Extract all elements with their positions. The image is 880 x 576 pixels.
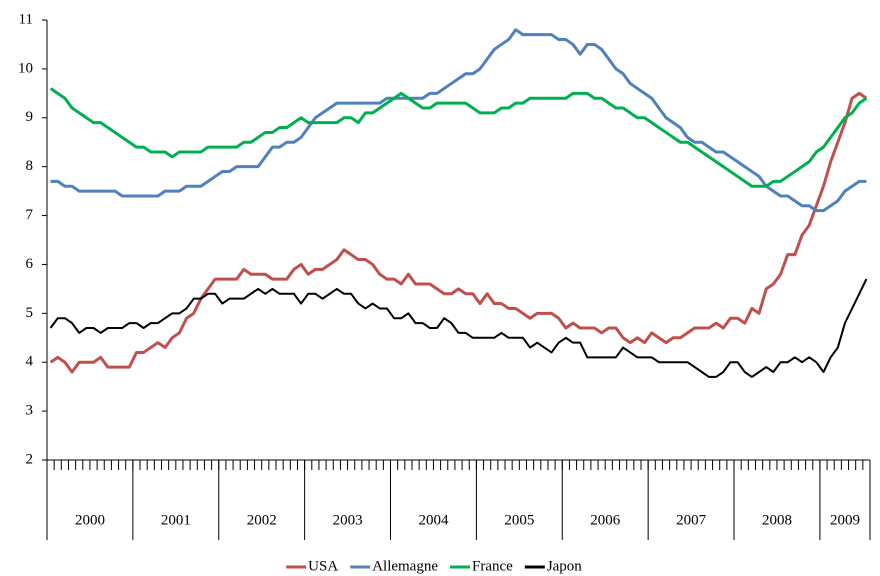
- y-tick-label: 8: [26, 158, 34, 174]
- year-label: 2002: [247, 512, 277, 528]
- y-tick-label: 7: [26, 207, 34, 223]
- y-tick-label: 10: [18, 60, 33, 76]
- y-tick-label: 5: [26, 305, 34, 321]
- year-label: 2005: [504, 512, 534, 528]
- year-label: 2004: [418, 512, 449, 528]
- legend-label: USA: [308, 558, 338, 574]
- series-line: [49, 278, 868, 378]
- y-tick-label: 3: [26, 403, 34, 419]
- y-tick-label: 2: [26, 451, 34, 467]
- legend-label: France: [472, 558, 513, 574]
- year-label: 2009: [830, 512, 860, 528]
- year-label: 2008: [762, 512, 792, 528]
- y-tick-label: 4: [26, 354, 34, 370]
- series-line: [49, 91, 868, 374]
- series-line: [49, 87, 868, 188]
- y-tick-label: 6: [26, 256, 34, 272]
- y-tick-label: 9: [26, 109, 34, 125]
- year-label: 2003: [333, 512, 363, 528]
- legend-label: Japon: [547, 558, 582, 574]
- year-label: 2001: [161, 512, 191, 528]
- series-line: [50, 28, 867, 213]
- year-label: 2006: [590, 512, 621, 528]
- year-label: 2007: [676, 512, 707, 528]
- year-label: 2000: [75, 512, 105, 528]
- y-tick-label: 11: [19, 11, 33, 27]
- legend-label: Allemagne: [372, 558, 438, 574]
